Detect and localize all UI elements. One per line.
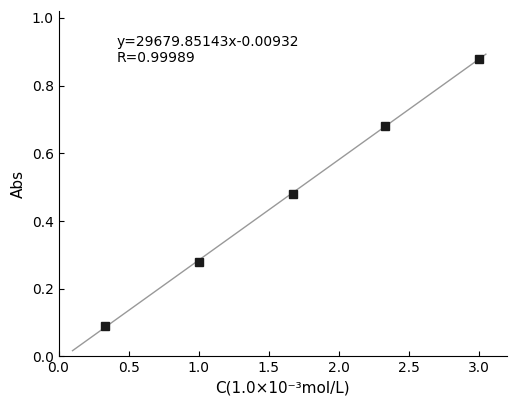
- Y-axis label: Abs: Abs: [11, 170, 26, 198]
- Text: y=29679.85143x-0.00932
R=0.99989: y=29679.85143x-0.00932 R=0.99989: [117, 35, 299, 66]
- X-axis label: C(1.0×10⁻³mol/L): C(1.0×10⁻³mol/L): [215, 381, 350, 396]
